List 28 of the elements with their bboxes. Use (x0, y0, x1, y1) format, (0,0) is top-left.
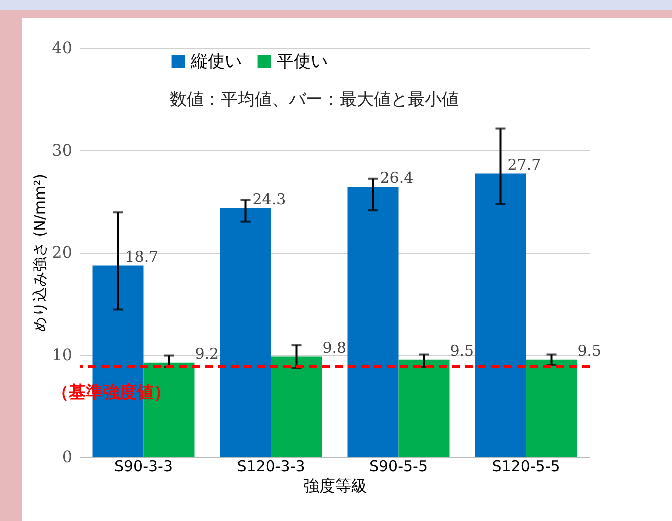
x-axis-title: 強度等級 (304, 476, 368, 496)
data-label: 9.5 (578, 342, 602, 360)
x-tick-label: S120-5-5 (492, 458, 560, 476)
x-tick-label: S90-3-3 (114, 458, 174, 476)
data-label: 26.4 (380, 169, 414, 188)
y-tick-label: 40 (52, 38, 72, 58)
data-label: 18.7 (125, 248, 159, 266)
bar (271, 356, 322, 457)
bar (526, 360, 578, 457)
x-tick-label: S120-3-3 (237, 458, 306, 476)
y-tick-label: 0 (62, 448, 72, 466)
y-tick-label: 20 (52, 243, 72, 262)
bar (220, 208, 272, 457)
legend-label: 平使い (277, 52, 328, 72)
legend-label: 縦使い (190, 52, 242, 72)
bar (398, 360, 450, 457)
data-label: 27.7 (508, 156, 542, 174)
annotation: 数値：平均値、バー：最大値と最小値 (170, 90, 459, 110)
bar (475, 174, 526, 457)
data-label: 9.2 (195, 344, 220, 363)
y-tick-label: 10 (52, 345, 72, 364)
x-tick-label: S90-5-5 (369, 458, 428, 476)
bar (348, 187, 399, 457)
data-label: 9.5 (450, 342, 474, 360)
data-label: 24.3 (252, 190, 286, 209)
y-tick-label: 30 (52, 140, 72, 160)
data-label: 9.8 (322, 338, 347, 357)
y-axis-title: めり込み強さ (N/mm²) (31, 174, 50, 332)
